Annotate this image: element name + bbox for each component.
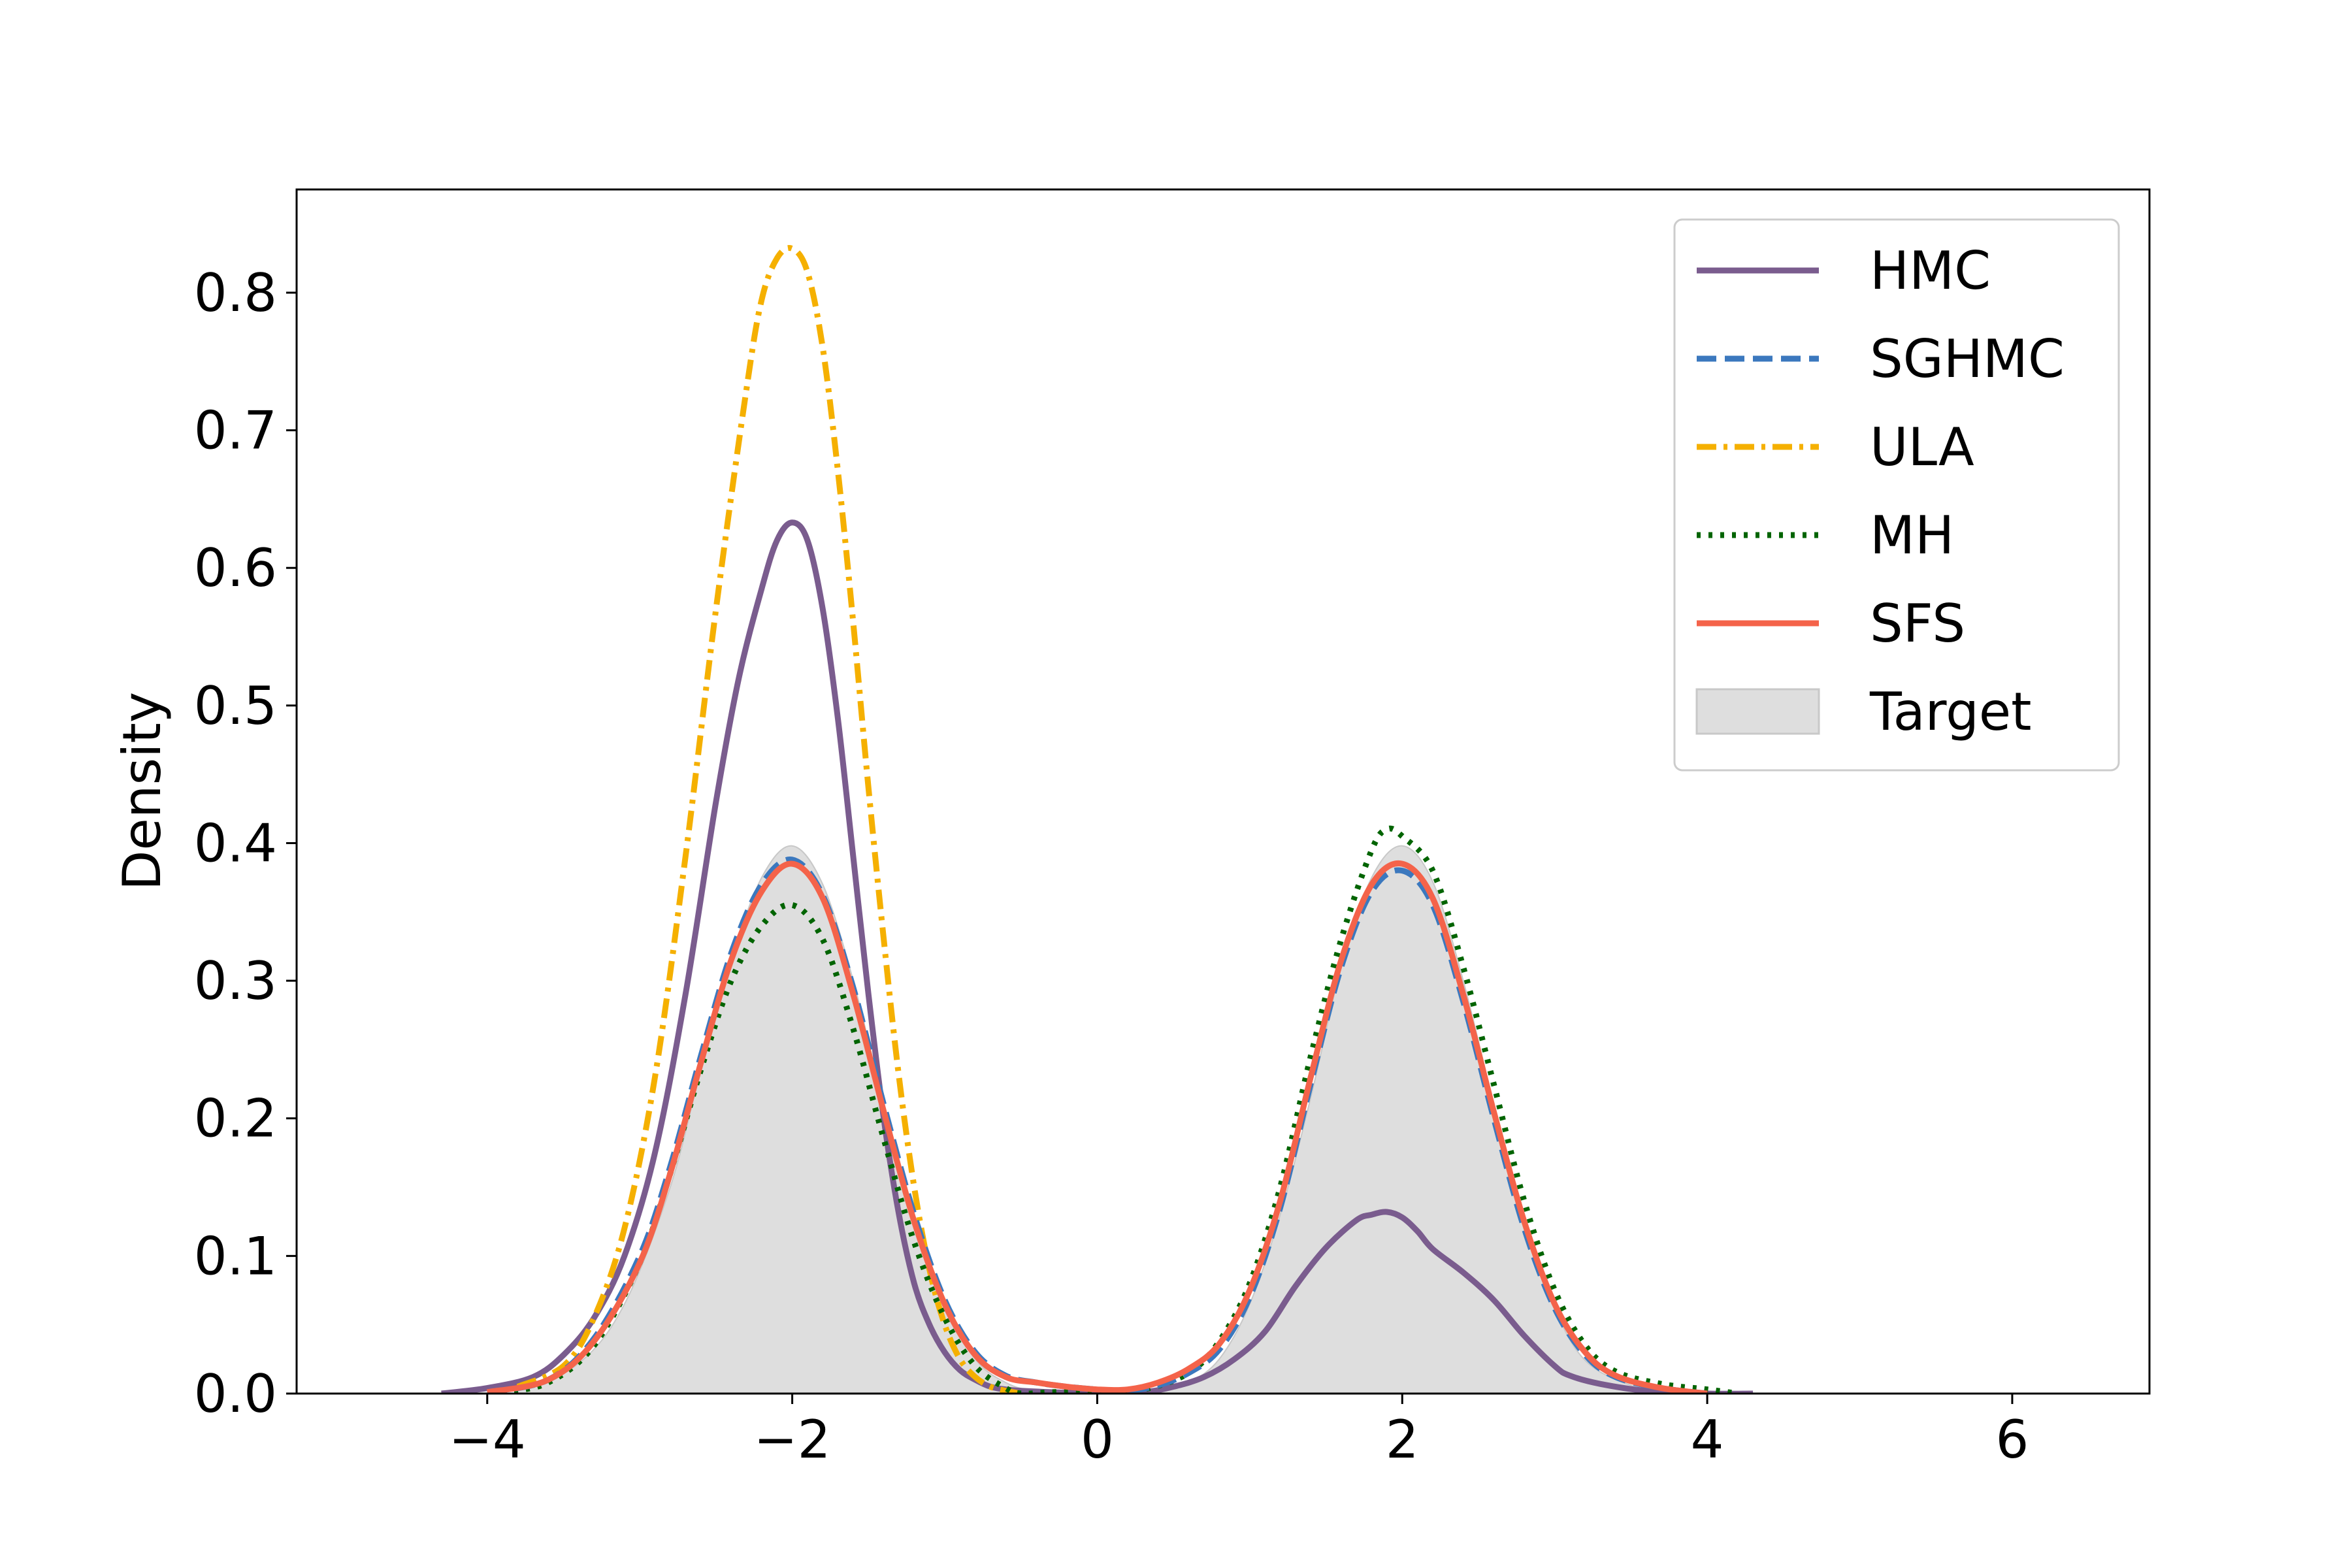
series-line-hmc	[441, 519, 1754, 1394]
series-lines-layer	[441, 245, 1754, 1394]
x-tick-label: 0	[1081, 1409, 1114, 1470]
legend-label-mh: MH	[1870, 505, 1954, 566]
y-tick-label: 0.6	[194, 538, 277, 598]
legend-label-sfs: SFS	[1870, 593, 1965, 654]
x-axis-ticks: −4 −2 0 2 4 6	[449, 1394, 2029, 1470]
x-tick-label: −4	[449, 1409, 526, 1470]
x-tick-label: 6	[1995, 1409, 2029, 1470]
x-tick-label: −2	[754, 1409, 831, 1470]
legend-label-target: Target	[1869, 681, 2032, 742]
y-tick-label: 0.0	[194, 1364, 277, 1424]
y-tick-label: 0.1	[194, 1226, 277, 1286]
legend-label-hmc: HMC	[1870, 240, 1991, 301]
y-tick-label: 0.5	[194, 676, 277, 736]
series-line-sfs	[486, 860, 1708, 1394]
y-tick-label: 0.3	[194, 951, 277, 1011]
x-tick-label: 4	[1691, 1409, 1724, 1470]
y-tick-label: 0.8	[194, 263, 277, 323]
y-tick-label: 0.7	[194, 400, 277, 461]
y-tick-label: 0.2	[194, 1088, 277, 1149]
legend-label-ula: ULA	[1870, 417, 1974, 478]
x-tick-label: 2	[1386, 1409, 1419, 1470]
y-axis-label: Density	[112, 692, 172, 890]
legend-label-sghmc: SGHMC	[1870, 329, 2065, 389]
y-tick-label: 0.4	[194, 813, 277, 874]
legend: HMC SGHMC ULA MH SFS Target	[1673, 218, 2120, 772]
y-axis-ticks: 0.0 0.1 0.2 0.3 0.4 0.5 0.6 0.7 0.8	[194, 263, 297, 1424]
plot-frame	[295, 188, 2151, 1395]
legend-swatch-target	[1695, 688, 1820, 735]
